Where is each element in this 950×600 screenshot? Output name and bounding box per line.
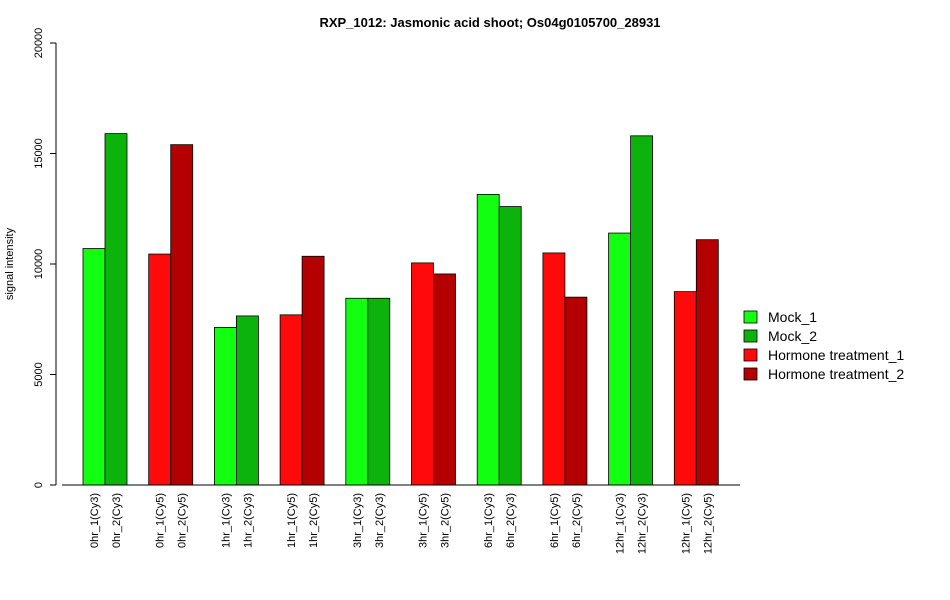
- y-tick-label: 10000: [33, 249, 45, 280]
- bar: [433, 273, 456, 486]
- x-tick-label: 12hr_2(Cy5): [702, 493, 714, 554]
- bar: [498, 206, 522, 486]
- y-tick-label: 20000: [33, 28, 45, 59]
- legend-label: Hormone treatment_2: [768, 366, 904, 382]
- bar: [279, 314, 303, 486]
- x-tick-label: 6hr_2(Cy5): [571, 493, 583, 548]
- x-tick-label: 3hr_1(Cy5): [418, 493, 430, 548]
- x-tick-label: 12hr_1(Cy5): [680, 493, 692, 554]
- bar: [235, 315, 259, 486]
- legend-swatch: [743, 310, 758, 324]
- bar: [82, 248, 106, 486]
- x-tick-label: 0hr_1(Cy3): [89, 493, 101, 548]
- bar: [608, 232, 631, 486]
- x-tick-label: 3hr_1(Cy3): [352, 493, 364, 548]
- bar: [345, 297, 369, 486]
- bar: [148, 253, 172, 486]
- x-tick-label: 1hr_1(Cy3): [220, 493, 232, 548]
- legend-label: Mock_2: [768, 328, 817, 344]
- x-tick-label: 0hr_1(Cy5): [155, 493, 167, 548]
- legend: Mock_1 Mock_2 Hormone treatment_1 Hormone t…: [743, 309, 904, 382]
- x-tick-label: 1hr_2(Cy3): [242, 493, 254, 548]
- x-tick-label: 1hr_1(Cy5): [286, 493, 298, 548]
- y-tick-label: 15000: [33, 138, 45, 169]
- bar: [542, 252, 566, 486]
- x-tick-label: 6hr_1(Cy3): [483, 493, 495, 548]
- bar: [695, 239, 719, 486]
- y-tick-label: 5000: [33, 362, 45, 386]
- legend-label: Hormone treatment_1: [768, 347, 904, 363]
- x-tick-label: 0hr_2(Cy5): [177, 493, 189, 548]
- bars-layer: [82, 133, 719, 486]
- x-tick-label: 1hr_2(Cy5): [308, 493, 320, 548]
- bar: [213, 327, 237, 486]
- bar: [476, 193, 500, 486]
- chart-title: RXP_1012: Jasmonic acid shoot; Os04g0105…: [319, 15, 660, 30]
- legend-swatch: [743, 329, 758, 343]
- legend-swatch: [743, 348, 758, 362]
- y-axis-label: signal intensity: [4, 227, 16, 300]
- x-tick-label: 12hr_1(Cy3): [615, 493, 627, 554]
- bar: [564, 296, 588, 486]
- bar: [170, 144, 194, 486]
- bar: [673, 291, 697, 486]
- x-tick-label: 3hr_2(Cy5): [440, 493, 452, 548]
- bar: [367, 297, 391, 486]
- x-tick-label: 0hr_2(Cy3): [111, 493, 123, 548]
- y-tick-label: 0: [33, 482, 45, 488]
- legend-swatch: [743, 367, 758, 381]
- bar: [104, 133, 128, 486]
- y-axis: 0 5000 10000 15000 20000: [33, 28, 57, 488]
- x-tick-label: 12hr_2(Cy3): [637, 493, 649, 554]
- x-tick-label: 6hr_2(Cy3): [505, 493, 517, 548]
- x-tick-label: 6hr_1(Cy5): [549, 493, 561, 548]
- x-tick-label: 3hr_2(Cy3): [374, 493, 386, 548]
- bar: [630, 135, 653, 486]
- x-axis: 0hr_1(Cy3) 0hr_2(Cy3) 0hr_1(Cy5) 0hr_2(Cy5)…: [62, 484, 740, 554]
- legend-label: Mock_1: [768, 309, 817, 325]
- bar: [301, 255, 325, 486]
- bar: [411, 262, 434, 486]
